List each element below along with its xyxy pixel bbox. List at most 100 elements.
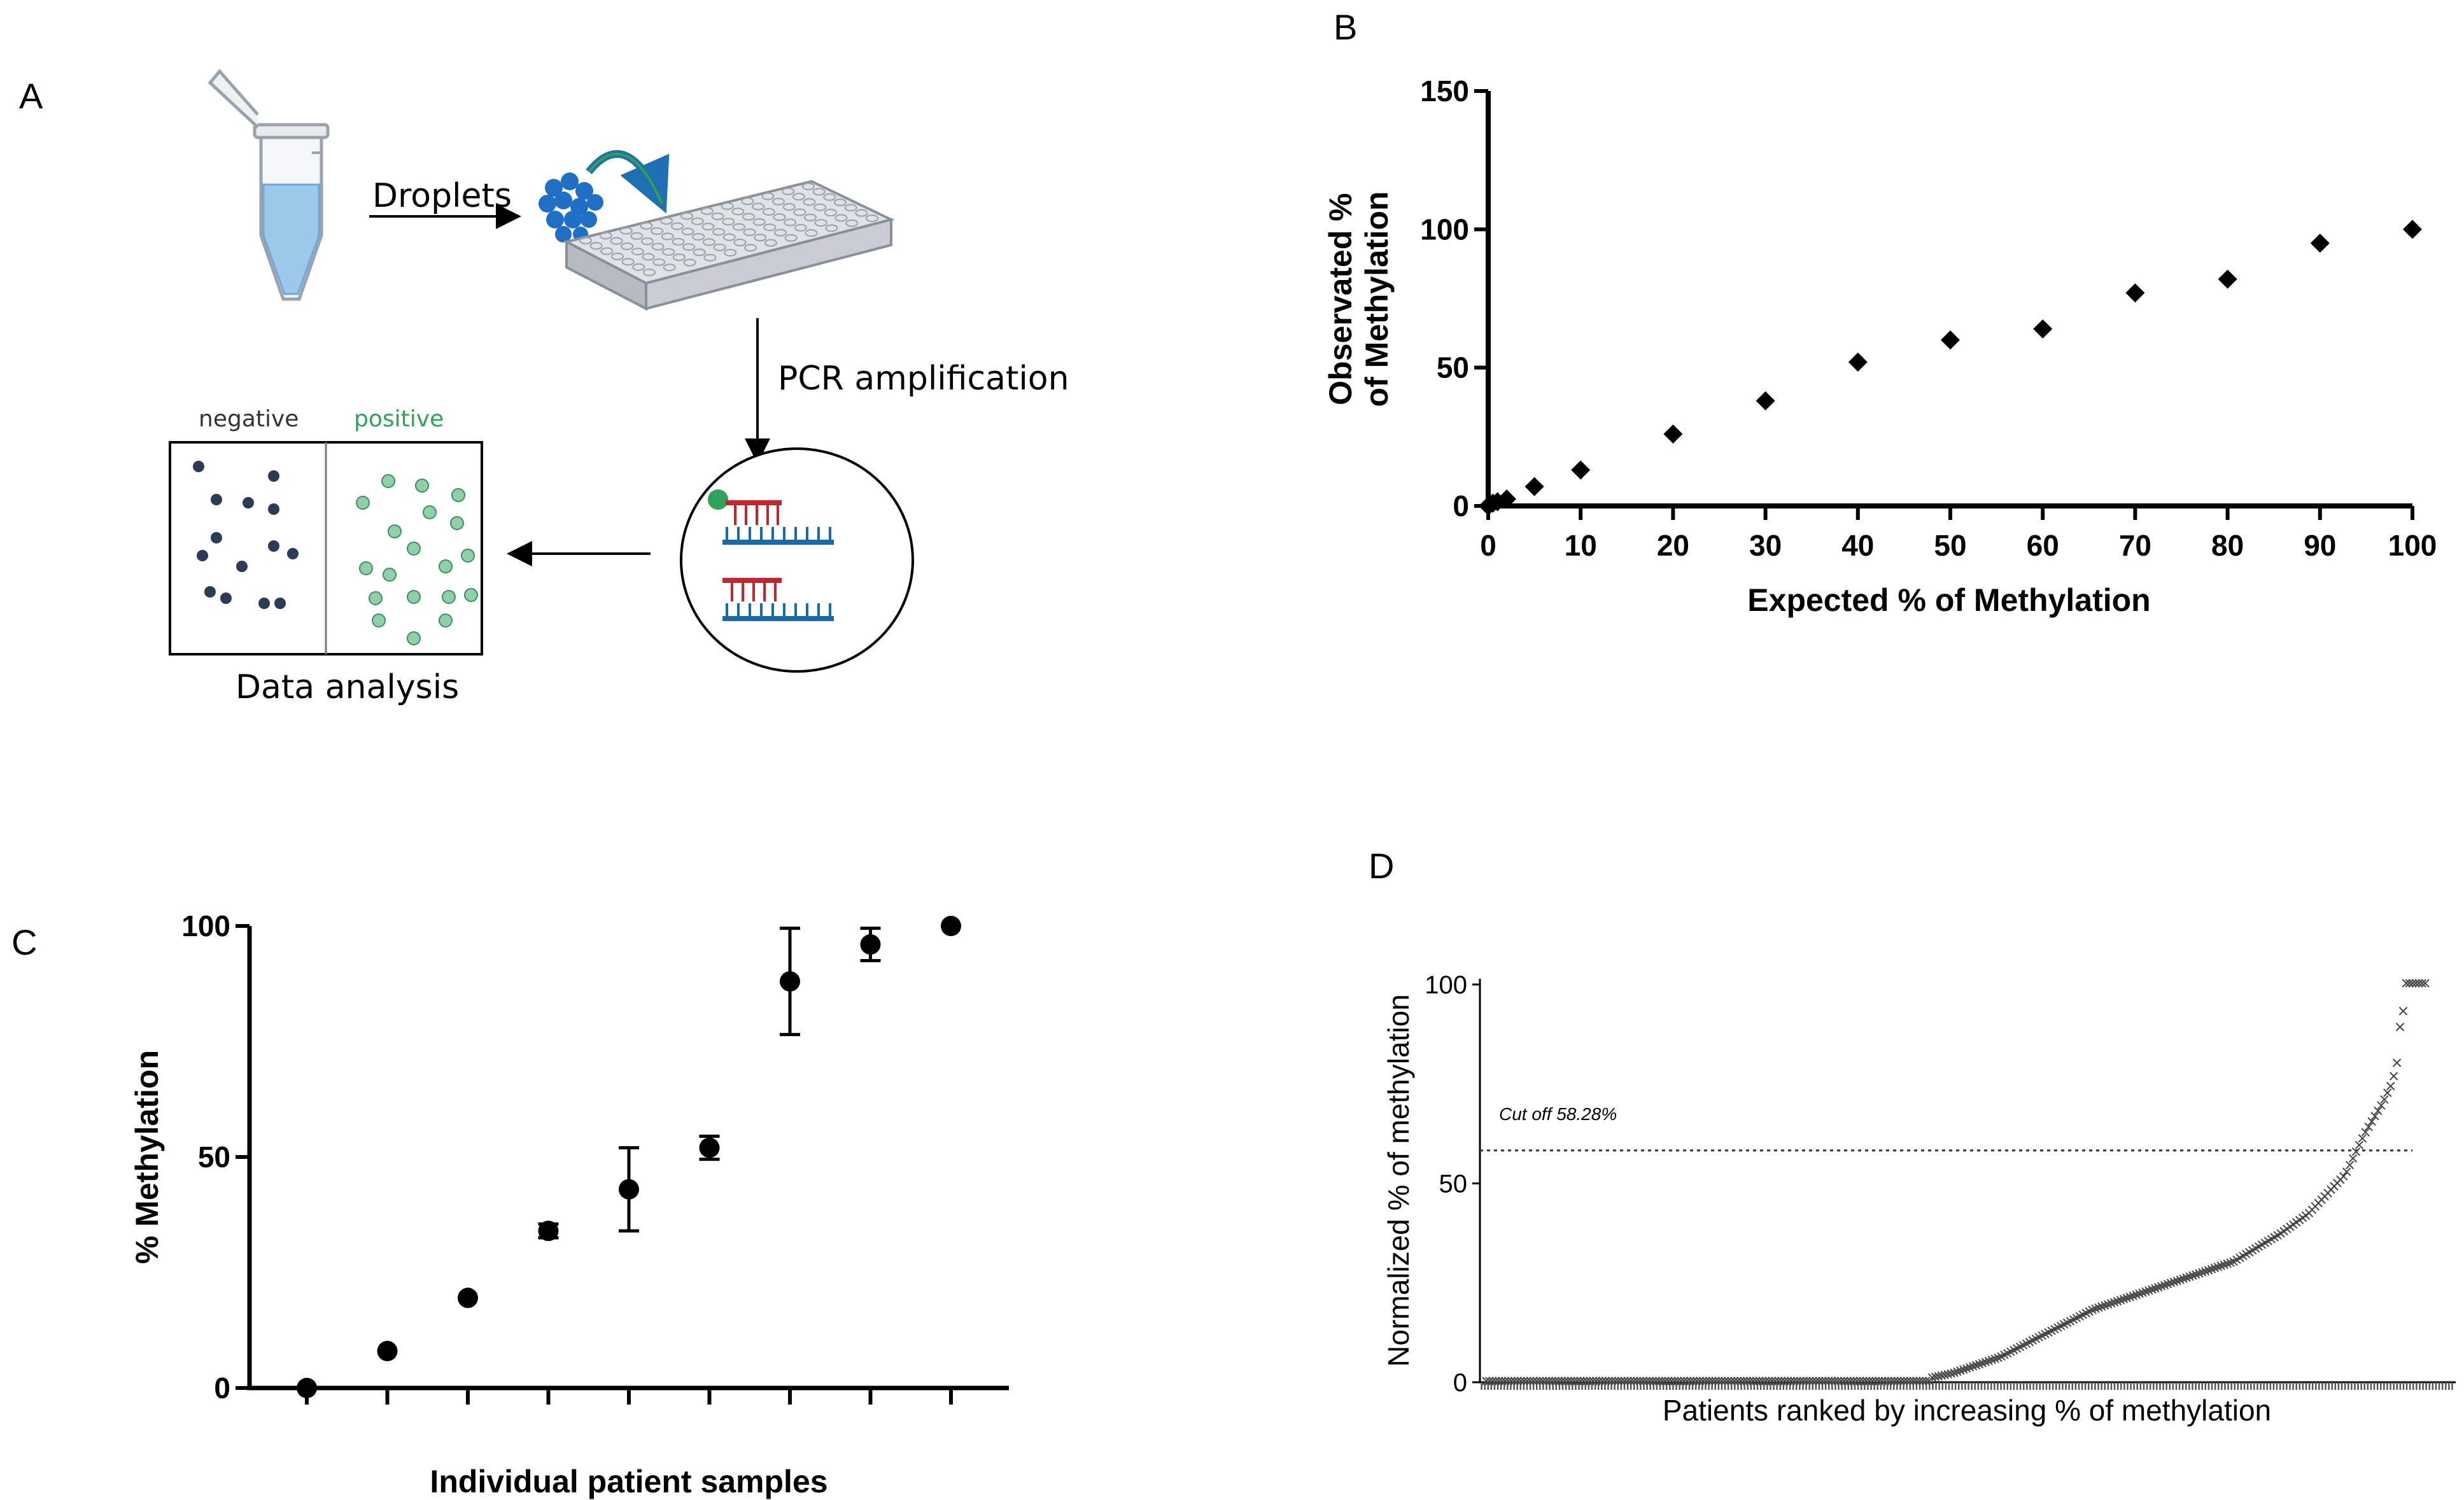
chart-d-point xyxy=(1792,1377,1802,1385)
chart-d-point xyxy=(1638,1377,1648,1385)
chart-d-point xyxy=(2389,1072,2398,1081)
chart-d-point xyxy=(1519,1377,1528,1385)
chart-d-point xyxy=(1899,1377,1908,1385)
chart-d-point xyxy=(1883,1377,1893,1385)
chart-d-point xyxy=(1862,1377,1871,1385)
chart-b-point xyxy=(2125,283,2145,303)
chart-d-point xyxy=(1708,1377,1717,1385)
chart-d-point xyxy=(1761,1377,1770,1385)
chart-b-x-tick-label: 40 xyxy=(1841,529,1874,562)
chart-b-x-tick-label: 80 xyxy=(2211,529,2244,562)
chart-d-point xyxy=(1880,1377,1890,1385)
chart-d-point xyxy=(1755,1377,1764,1385)
chart-b-ylabel-line1: Observated % xyxy=(1323,193,1358,405)
chart-d-point xyxy=(1576,1377,1585,1385)
droplet-readout-box xyxy=(169,441,483,655)
chart-d-point xyxy=(1830,1377,1840,1385)
chart-d-point xyxy=(2377,1101,2386,1110)
chart-d-point xyxy=(1727,1377,1736,1385)
chart-d-point xyxy=(1808,1377,1817,1385)
chart-d-point xyxy=(1868,1377,1877,1385)
chart-d-point xyxy=(1557,1377,1566,1385)
chart-d-point xyxy=(1736,1377,1745,1385)
chart-d-point xyxy=(1918,1377,1927,1385)
negative-label: negative xyxy=(199,406,299,432)
chart-d-point xyxy=(1495,1377,1503,1385)
chart-c-point xyxy=(941,916,961,936)
chart-d-point xyxy=(1648,1377,1658,1385)
chart-c-point xyxy=(377,1340,398,1361)
chart-b-ylabel-line2: of Methylation xyxy=(1359,192,1395,407)
chart-d-point xyxy=(2398,1007,2408,1016)
chart-d-point xyxy=(2414,979,2423,988)
chart-d-point xyxy=(2395,1023,2405,1032)
chart-c-point xyxy=(780,971,800,992)
chart-d-point xyxy=(1742,1377,1752,1385)
chart-d: 0 50 100 Cut off 58.28% Patients ranked by… xyxy=(1382,971,2456,1427)
chart-d-point xyxy=(1698,1377,1708,1385)
chart-b-y-tick-label: 50 xyxy=(1437,351,1469,384)
chart-c: 0 50 100 Individual patient samples % Meth… xyxy=(129,909,1009,1499)
chart-d-point xyxy=(1614,1377,1623,1385)
chart-d-point xyxy=(2361,1128,2370,1137)
chart-b-point xyxy=(2033,319,2053,339)
chart-d-point xyxy=(1893,1377,1902,1385)
chart-d-y-tick-label: 100 xyxy=(1425,971,1467,999)
chart-d-point xyxy=(1774,1377,1783,1385)
chart-d-point xyxy=(1915,1377,1924,1385)
chart-d-point xyxy=(1658,1377,1666,1385)
chart-d-point xyxy=(2408,979,2417,988)
chart-d-point xyxy=(1538,1377,1547,1385)
chart-d-point xyxy=(1906,1377,1915,1385)
chart-d-point xyxy=(1513,1377,1523,1385)
chart-b: 0 10 20 30 40 50 60 70 80 90 100 0 50 100 150 Expected… xyxy=(1323,74,2437,618)
chart-d-point xyxy=(1544,1377,1554,1385)
chart-c-point xyxy=(619,1179,639,1200)
chart-d-point xyxy=(1852,1377,1861,1385)
chart-d-point xyxy=(1542,1377,1551,1385)
chart-d-point xyxy=(1645,1377,1654,1385)
chart-b-y-tick-label: 150 xyxy=(1420,74,1469,108)
chart-d-point xyxy=(1843,1377,1852,1385)
chart-d-point xyxy=(2355,1140,2364,1149)
chart-d-point xyxy=(2358,1133,2367,1143)
chart-d-point xyxy=(2383,1088,2392,1097)
chart-b-x-tick-label: 100 xyxy=(2388,529,2437,562)
chart-d-point xyxy=(1752,1377,1761,1385)
data-analysis-label: Data analysis xyxy=(236,668,459,706)
chart-d-point xyxy=(1677,1377,1686,1385)
chart-d-point xyxy=(1836,1377,1846,1385)
chart-d-point xyxy=(2364,1122,2373,1132)
chart-d-point xyxy=(1661,1377,1670,1385)
chart-d-point xyxy=(1802,1377,1811,1385)
chart-d-point xyxy=(2402,979,2411,988)
chart-d-ylabel: Normalized % of methylation xyxy=(1382,994,1415,1366)
chart-d-point xyxy=(1488,1377,1497,1385)
chart-d-point xyxy=(1601,1377,1610,1385)
chart-d-point xyxy=(1633,1377,1642,1385)
chart-d-point xyxy=(1642,1377,1651,1385)
chart-d-point xyxy=(1786,1377,1796,1385)
chart-d-point xyxy=(1523,1377,1531,1385)
chart-d-point xyxy=(1768,1377,1777,1385)
chart-b-point xyxy=(2218,269,2237,289)
chart-b-x-tick-label: 20 xyxy=(1657,529,1689,562)
chart-c-y-tick-label: 50 xyxy=(198,1140,230,1174)
chart-d-point xyxy=(1717,1377,1726,1385)
chart-d-point xyxy=(1909,1377,1918,1385)
chart-d-point xyxy=(2339,1172,2348,1181)
chart-d-point xyxy=(1485,1377,1494,1385)
chart-d-point xyxy=(1764,1377,1773,1385)
chart-d-point xyxy=(1670,1377,1679,1385)
chart-b-point xyxy=(1663,424,1683,444)
chart-d-point xyxy=(1695,1377,1705,1385)
chart-b-point xyxy=(2310,234,2330,253)
chart-d-point xyxy=(2351,1147,2361,1156)
chart-d-point xyxy=(1589,1377,1598,1385)
chart-d-point xyxy=(1654,1377,1664,1385)
chart-d-point xyxy=(1560,1377,1570,1385)
chart-d-point xyxy=(1771,1377,1780,1385)
chart-d-point xyxy=(1689,1377,1698,1385)
chart-d-point xyxy=(1714,1377,1723,1385)
chart-b-x-tick-label: 30 xyxy=(1749,529,1782,562)
